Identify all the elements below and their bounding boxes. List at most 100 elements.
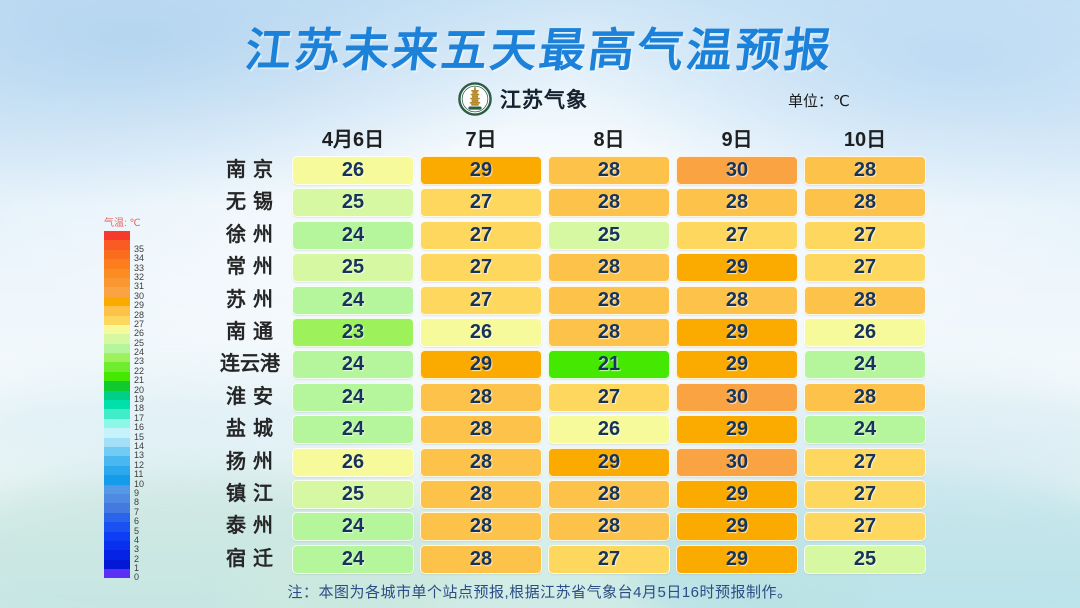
header-spacer (165, 128, 292, 154)
legend-label: 4 (134, 534, 140, 545)
temp-cell: 28 (548, 156, 670, 185)
legend-entry: 9 (104, 484, 139, 497)
temp-cell: 24 (292, 512, 414, 542)
legend-entry: 31 (104, 277, 144, 291)
legend-entry: 26 (104, 324, 144, 338)
legend-swatch (104, 484, 130, 494)
legend-entry: 15 (104, 428, 144, 441)
legend-swatch (104, 400, 130, 410)
legend-entry: 22 (104, 362, 144, 375)
table-row: 盐城 24 28 26 29 24 (165, 415, 932, 445)
legend-swatch (104, 512, 130, 523)
legend-swatch (104, 493, 130, 504)
temp-cell: 24 (292, 285, 414, 315)
legend-label: 17 (134, 412, 145, 423)
temp-cell: 28 (548, 479, 670, 509)
legend-swatch (104, 569, 130, 579)
legend-entry: 20 (104, 381, 144, 394)
legend-swatch (104, 475, 130, 485)
legend-label: 27 (134, 318, 145, 329)
legend-swatch (104, 277, 130, 288)
legend-entry: 35 (104, 240, 144, 253)
legend-label: 1 (134, 563, 140, 574)
table-row: 常州 25 27 28 29 27 (165, 253, 932, 283)
temp-cell: 29 (676, 317, 798, 347)
table-row: 苏州 24 27 28 28 28 (165, 285, 932, 315)
temp-cell: 27 (420, 220, 542, 250)
legend-label: 30 (134, 290, 145, 301)
legend-label: 32 (134, 271, 145, 282)
legend-entry: 30 (104, 287, 144, 300)
city-label: 盐城 (226, 418, 280, 441)
temp-cell: 27 (420, 188, 542, 218)
legend-entry: 8 (104, 493, 139, 507)
temp-cell: 27 (804, 253, 926, 283)
legend-label: 16 (134, 422, 145, 433)
legend-swatch (104, 334, 130, 344)
legend-swatch (104, 287, 130, 297)
temp-cell: 29 (676, 512, 798, 542)
legend-swatch (104, 465, 130, 476)
legend-swatch (104, 324, 130, 335)
temp-cell: 28 (420, 415, 542, 445)
city-label: 扬州 (226, 450, 280, 473)
legend-label: 20 (134, 384, 145, 395)
temp-cell: 26 (292, 447, 414, 477)
temp-cell: 27 (420, 285, 542, 315)
legend-label: 24 (134, 347, 145, 358)
table-row: 淮安 24 28 27 30 28 (165, 382, 932, 412)
legend-label: 35 (134, 243, 145, 254)
legend-swatch (104, 343, 130, 354)
city-label: 宿迁 (226, 547, 280, 570)
temp-cell: 24 (292, 220, 414, 250)
temp-cell: 29 (676, 479, 798, 509)
legend-label: 29 (134, 300, 145, 311)
temp-cell: 28 (804, 285, 926, 315)
legend-swatch (104, 437, 130, 447)
legend-label: 26 (134, 328, 145, 339)
legend-swatch (104, 259, 130, 269)
legend-entry: 23 (104, 353, 144, 366)
temp-cell: 28 (420, 382, 542, 412)
legend-swatch (104, 381, 130, 391)
temp-cell: 25 (804, 544, 926, 574)
legend-entry: 19 (104, 390, 144, 404)
table-row: 宿迁 24 28 27 29 25 (165, 544, 932, 574)
legend-label: 0 (134, 572, 140, 583)
unit-label: 单位：℃ (788, 93, 850, 110)
table-row: 南通 23 26 28 29 26 (165, 317, 932, 347)
jiangsu-meteorology-logo-icon (458, 82, 492, 116)
temp-cell: 28 (420, 479, 542, 509)
legend-swatch (104, 353, 130, 363)
temp-cell: 30 (676, 156, 798, 185)
table-row: 连云港 24 29 21 29 24 (165, 350, 932, 380)
legend-label: 31 (134, 281, 145, 292)
legend-swatch (104, 428, 130, 438)
table-row: 镇江 25 28 28 29 27 (165, 479, 932, 509)
legend-swatch (104, 559, 130, 570)
legend-swatch (104, 231, 130, 241)
legend-label: 9 (134, 487, 140, 498)
table-row: 南京 26 29 28 30 28 (165, 156, 932, 185)
brand-name: 江苏气象 (500, 89, 588, 112)
legend-swatch (104, 240, 130, 250)
legend-entry: 29 (104, 296, 144, 310)
temp-cell: 28 (548, 253, 670, 283)
legend-label: 21 (134, 375, 145, 386)
temp-cell: 27 (804, 512, 926, 542)
temp-cell: 28 (548, 285, 670, 315)
legend-entry: 12 (104, 456, 144, 469)
city-label: 泰州 (226, 515, 280, 538)
column-header: 4月6日 (321, 129, 385, 151)
temp-cell: 26 (548, 415, 670, 445)
temp-cell: 28 (676, 188, 798, 218)
legend-entry: 5 (104, 522, 139, 535)
legend-swatch (104, 456, 130, 466)
legend-swatch (104, 540, 130, 551)
legend-swatch (104, 503, 130, 513)
legend-entry: 2 (104, 550, 139, 563)
temp-cell: 29 (420, 156, 542, 185)
temp-cell: 28 (804, 188, 926, 218)
temp-cell: 29 (420, 350, 542, 380)
city-label: 连云港 (220, 353, 280, 376)
